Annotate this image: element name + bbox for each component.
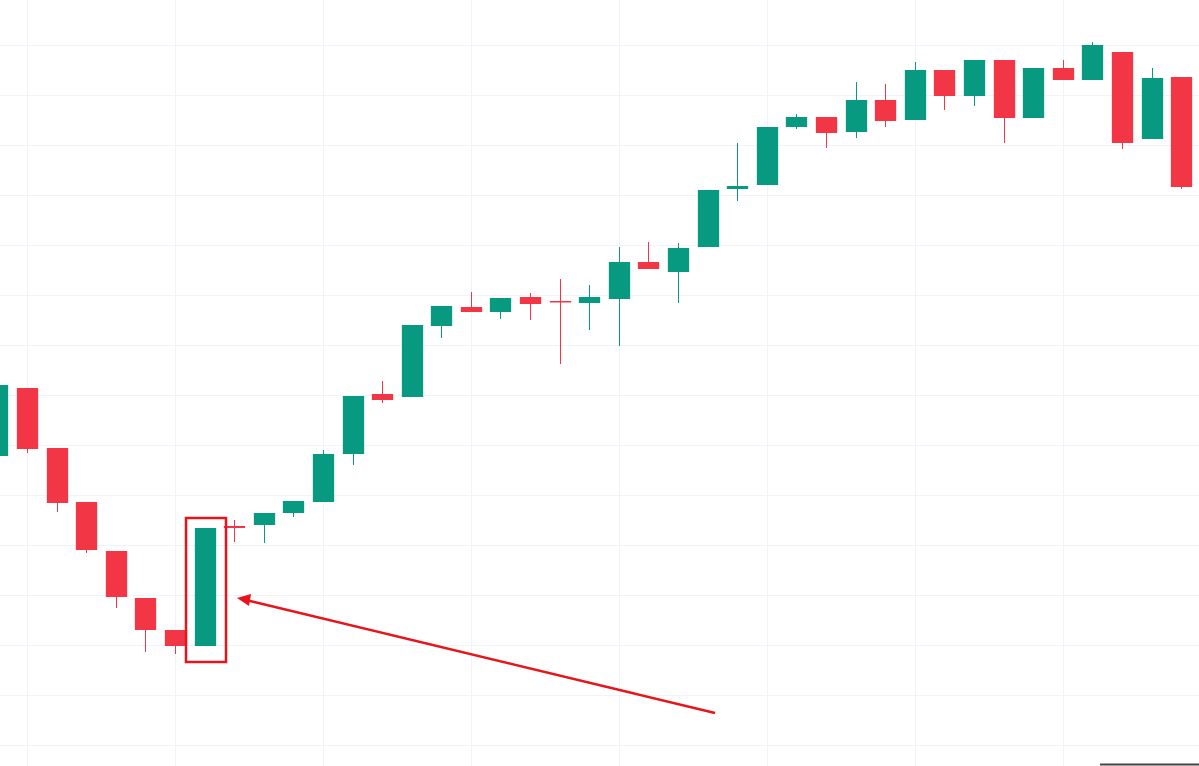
candle-body: [16, 388, 39, 449]
candle-body: [253, 513, 276, 525]
candle-body: [519, 297, 542, 304]
candle-body: [1081, 45, 1104, 80]
highlight-box: [184, 516, 228, 664]
candle-body: [756, 127, 779, 185]
candle-body: [963, 60, 986, 96]
candle-body: [0, 385, 9, 456]
candle-body: [874, 100, 897, 121]
candle-body: [785, 117, 808, 127]
candle-body: [312, 454, 335, 502]
candle-body: [1022, 68, 1045, 118]
candle-body: [75, 502, 98, 550]
candle-body: [401, 325, 424, 397]
candle-body: [46, 448, 69, 503]
candles: [0, 42, 1193, 654]
candle-body: [904, 70, 927, 120]
candle-body: [1111, 52, 1134, 143]
candle-body: [637, 262, 660, 269]
candle-body: [815, 117, 838, 133]
candle-body: [697, 190, 720, 247]
candle-body: [105, 551, 128, 597]
candle-body: [223, 526, 246, 528]
candle-body: [933, 70, 956, 96]
candle-body: [578, 297, 601, 303]
candle-body: [608, 262, 631, 299]
candle-body: [489, 298, 512, 312]
candle-body: [1141, 78, 1164, 139]
candle-body: [726, 186, 749, 189]
candle-body: [993, 60, 1016, 118]
candle-body: [282, 501, 305, 513]
candle-body: [667, 248, 690, 272]
candle-body: [134, 598, 157, 630]
candle-body: [164, 630, 187, 646]
candle-body: [342, 396, 365, 454]
candle-body: [1170, 77, 1193, 187]
arrow-shaft: [245, 598, 716, 715]
candle-body: [430, 306, 453, 326]
arrow-head: [237, 594, 251, 606]
candle-body: [460, 307, 483, 312]
candle-body: [371, 394, 394, 400]
candle-body: [1052, 68, 1075, 80]
candle-body: [845, 100, 868, 132]
candle-body: [194, 528, 217, 646]
candle-body: [549, 301, 572, 303]
